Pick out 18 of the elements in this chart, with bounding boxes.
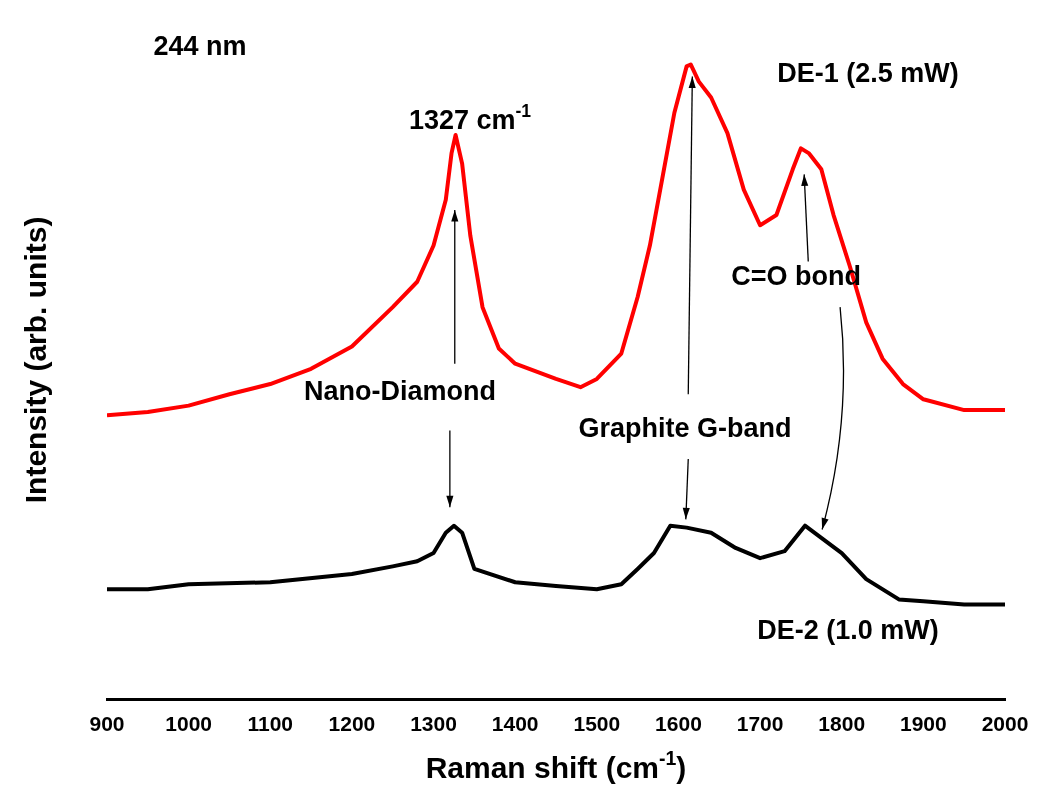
annotation: Nano-Diamond bbox=[304, 376, 496, 407]
x-tick-label: 1200 bbox=[328, 712, 376, 736]
x-tick-label: 1700 bbox=[736, 712, 784, 736]
x-tick-label: 1300 bbox=[410, 712, 457, 736]
x-tick-label: 1000 bbox=[165, 712, 212, 736]
x-tick-label: 1900 bbox=[900, 712, 947, 736]
x-tick-label: 1800 bbox=[818, 712, 866, 736]
x-tick-label: 1600 bbox=[655, 712, 702, 736]
annotation: DE-1 (2.5 mW) bbox=[777, 58, 959, 89]
x-tick-label: 2000 bbox=[981, 712, 1029, 736]
x-tick-label: 1100 bbox=[247, 712, 294, 736]
x-tick-label: 900 bbox=[89, 712, 125, 736]
x-tick-label: 1500 bbox=[573, 712, 621, 736]
annotation: Graphite G-band bbox=[578, 413, 792, 444]
x-tick-label: 1400 bbox=[491, 712, 539, 736]
y-axis-title: Intensity (arb. units) bbox=[19, 216, 53, 504]
text: 244 nm bbox=[153, 31, 247, 62]
annotation: DE-2 (1.0 mW) bbox=[757, 615, 939, 646]
